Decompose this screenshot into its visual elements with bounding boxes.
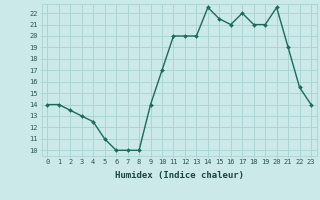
X-axis label: Humidex (Indice chaleur): Humidex (Indice chaleur) — [115, 171, 244, 180]
